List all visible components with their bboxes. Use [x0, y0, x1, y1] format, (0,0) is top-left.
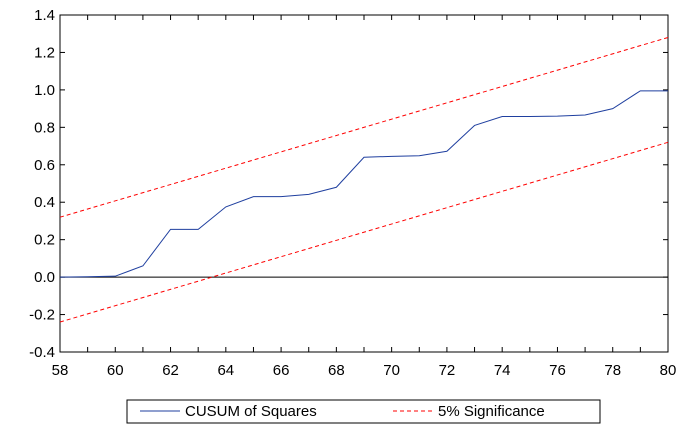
legend: CUSUM of Squares 5% Significance — [126, 399, 601, 424]
y-tick-label: 0.6 — [34, 157, 55, 174]
y-tick-label: 0.4 — [34, 194, 55, 211]
cusum-series-line — [59, 90, 668, 278]
legend-box — [126, 399, 601, 424]
x-axis: 58 60 62 64 66 68 70 72 74 76 78 80 — [52, 15, 677, 379]
x-tick-label: 66 — [273, 362, 290, 379]
x-tick-label: 64 — [217, 362, 234, 379]
x-tick-label: 58 — [52, 362, 69, 379]
y-tick-label: 1.4 — [34, 7, 55, 24]
y-tick-label: 1.0 — [34, 82, 55, 99]
legend-label-cusum: CUSUM of Squares — [185, 403, 317, 420]
legend-label-significance: 5% Significance — [438, 403, 545, 420]
x-tick-label: 60 — [107, 362, 124, 379]
x-tick-label: 76 — [549, 362, 566, 379]
x-tick-label: 62 — [162, 362, 179, 379]
y-tick-label: 0.8 — [34, 119, 55, 136]
significance-upper-line — [59, 36, 669, 218]
x-tick-label: 80 — [660, 362, 677, 379]
series-layer — [59, 36, 669, 323]
y-axis: -0.4 -0.2 0.0 0.2 0.4 0.6 0.8 1.0 1.2 1.4 — [29, 7, 668, 361]
plot-frame — [59, 14, 669, 353]
significance-lower-line — [59, 141, 669, 323]
x-tick-label: 72 — [439, 362, 456, 379]
x-tick-label: 70 — [383, 362, 400, 379]
x-tick-label: 74 — [494, 362, 511, 379]
x-tick-label: 78 — [604, 362, 621, 379]
y-tick-label: -0.2 — [29, 307, 55, 324]
y-tick-label: 0.0 — [34, 269, 55, 286]
y-tick-label: 1.2 — [34, 44, 55, 61]
y-tick-label: -0.4 — [29, 344, 55, 361]
y-tick-label: 0.2 — [34, 232, 55, 249]
x-tick-label: 68 — [328, 362, 345, 379]
